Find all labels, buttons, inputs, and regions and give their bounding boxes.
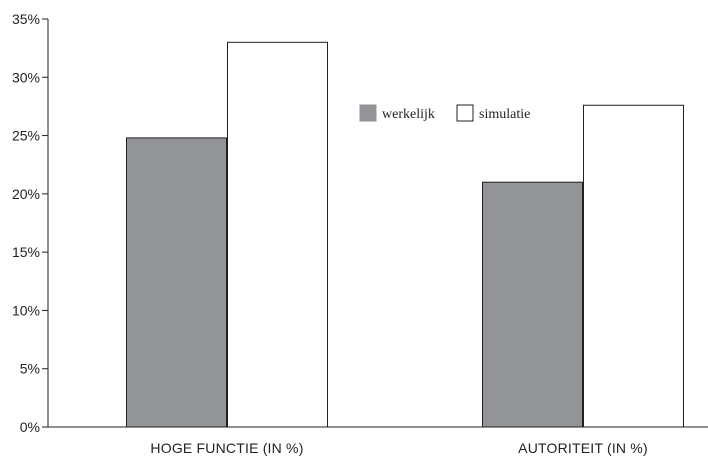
legend-label-simulatie: simulatie bbox=[479, 107, 530, 122]
y-tick-label: 5% bbox=[20, 361, 40, 377]
bar-werkelijk-1 bbox=[126, 137, 227, 428]
y-tick-label: 10% bbox=[12, 302, 40, 318]
x-category-label: AUTORITEIT (IN %) bbox=[518, 440, 648, 456]
legend-label-werkelijk: werkelijk bbox=[382, 107, 435, 122]
y-tick-label: 20% bbox=[12, 186, 40, 202]
y-tick-label: 0% bbox=[20, 419, 40, 435]
y-axis: 0% 5% 10% 15% 20% 25% 30% 35% bbox=[12, 11, 49, 435]
y-tick-label: 35% bbox=[12, 11, 40, 27]
y-tick-label: 25% bbox=[12, 128, 40, 144]
legend: werkelijk simulatie bbox=[359, 104, 530, 122]
bar-simulatie-2 bbox=[583, 104, 684, 428]
legend-swatch-simulatie bbox=[456, 104, 474, 122]
y-tick-label: 15% bbox=[12, 244, 40, 260]
bar-simulatie-1 bbox=[227, 41, 328, 428]
x-axis: HOGE FUNCTIE (IN %) AUTORITEIT (IN %) bbox=[48, 426, 708, 456]
bars bbox=[126, 41, 684, 428]
x-category-label: HOGE FUNCTIE (IN %) bbox=[150, 440, 303, 456]
bar-werkelijk-2 bbox=[482, 181, 583, 428]
legend-swatch-werkelijk bbox=[359, 104, 377, 122]
y-tick-label: 30% bbox=[12, 69, 40, 85]
